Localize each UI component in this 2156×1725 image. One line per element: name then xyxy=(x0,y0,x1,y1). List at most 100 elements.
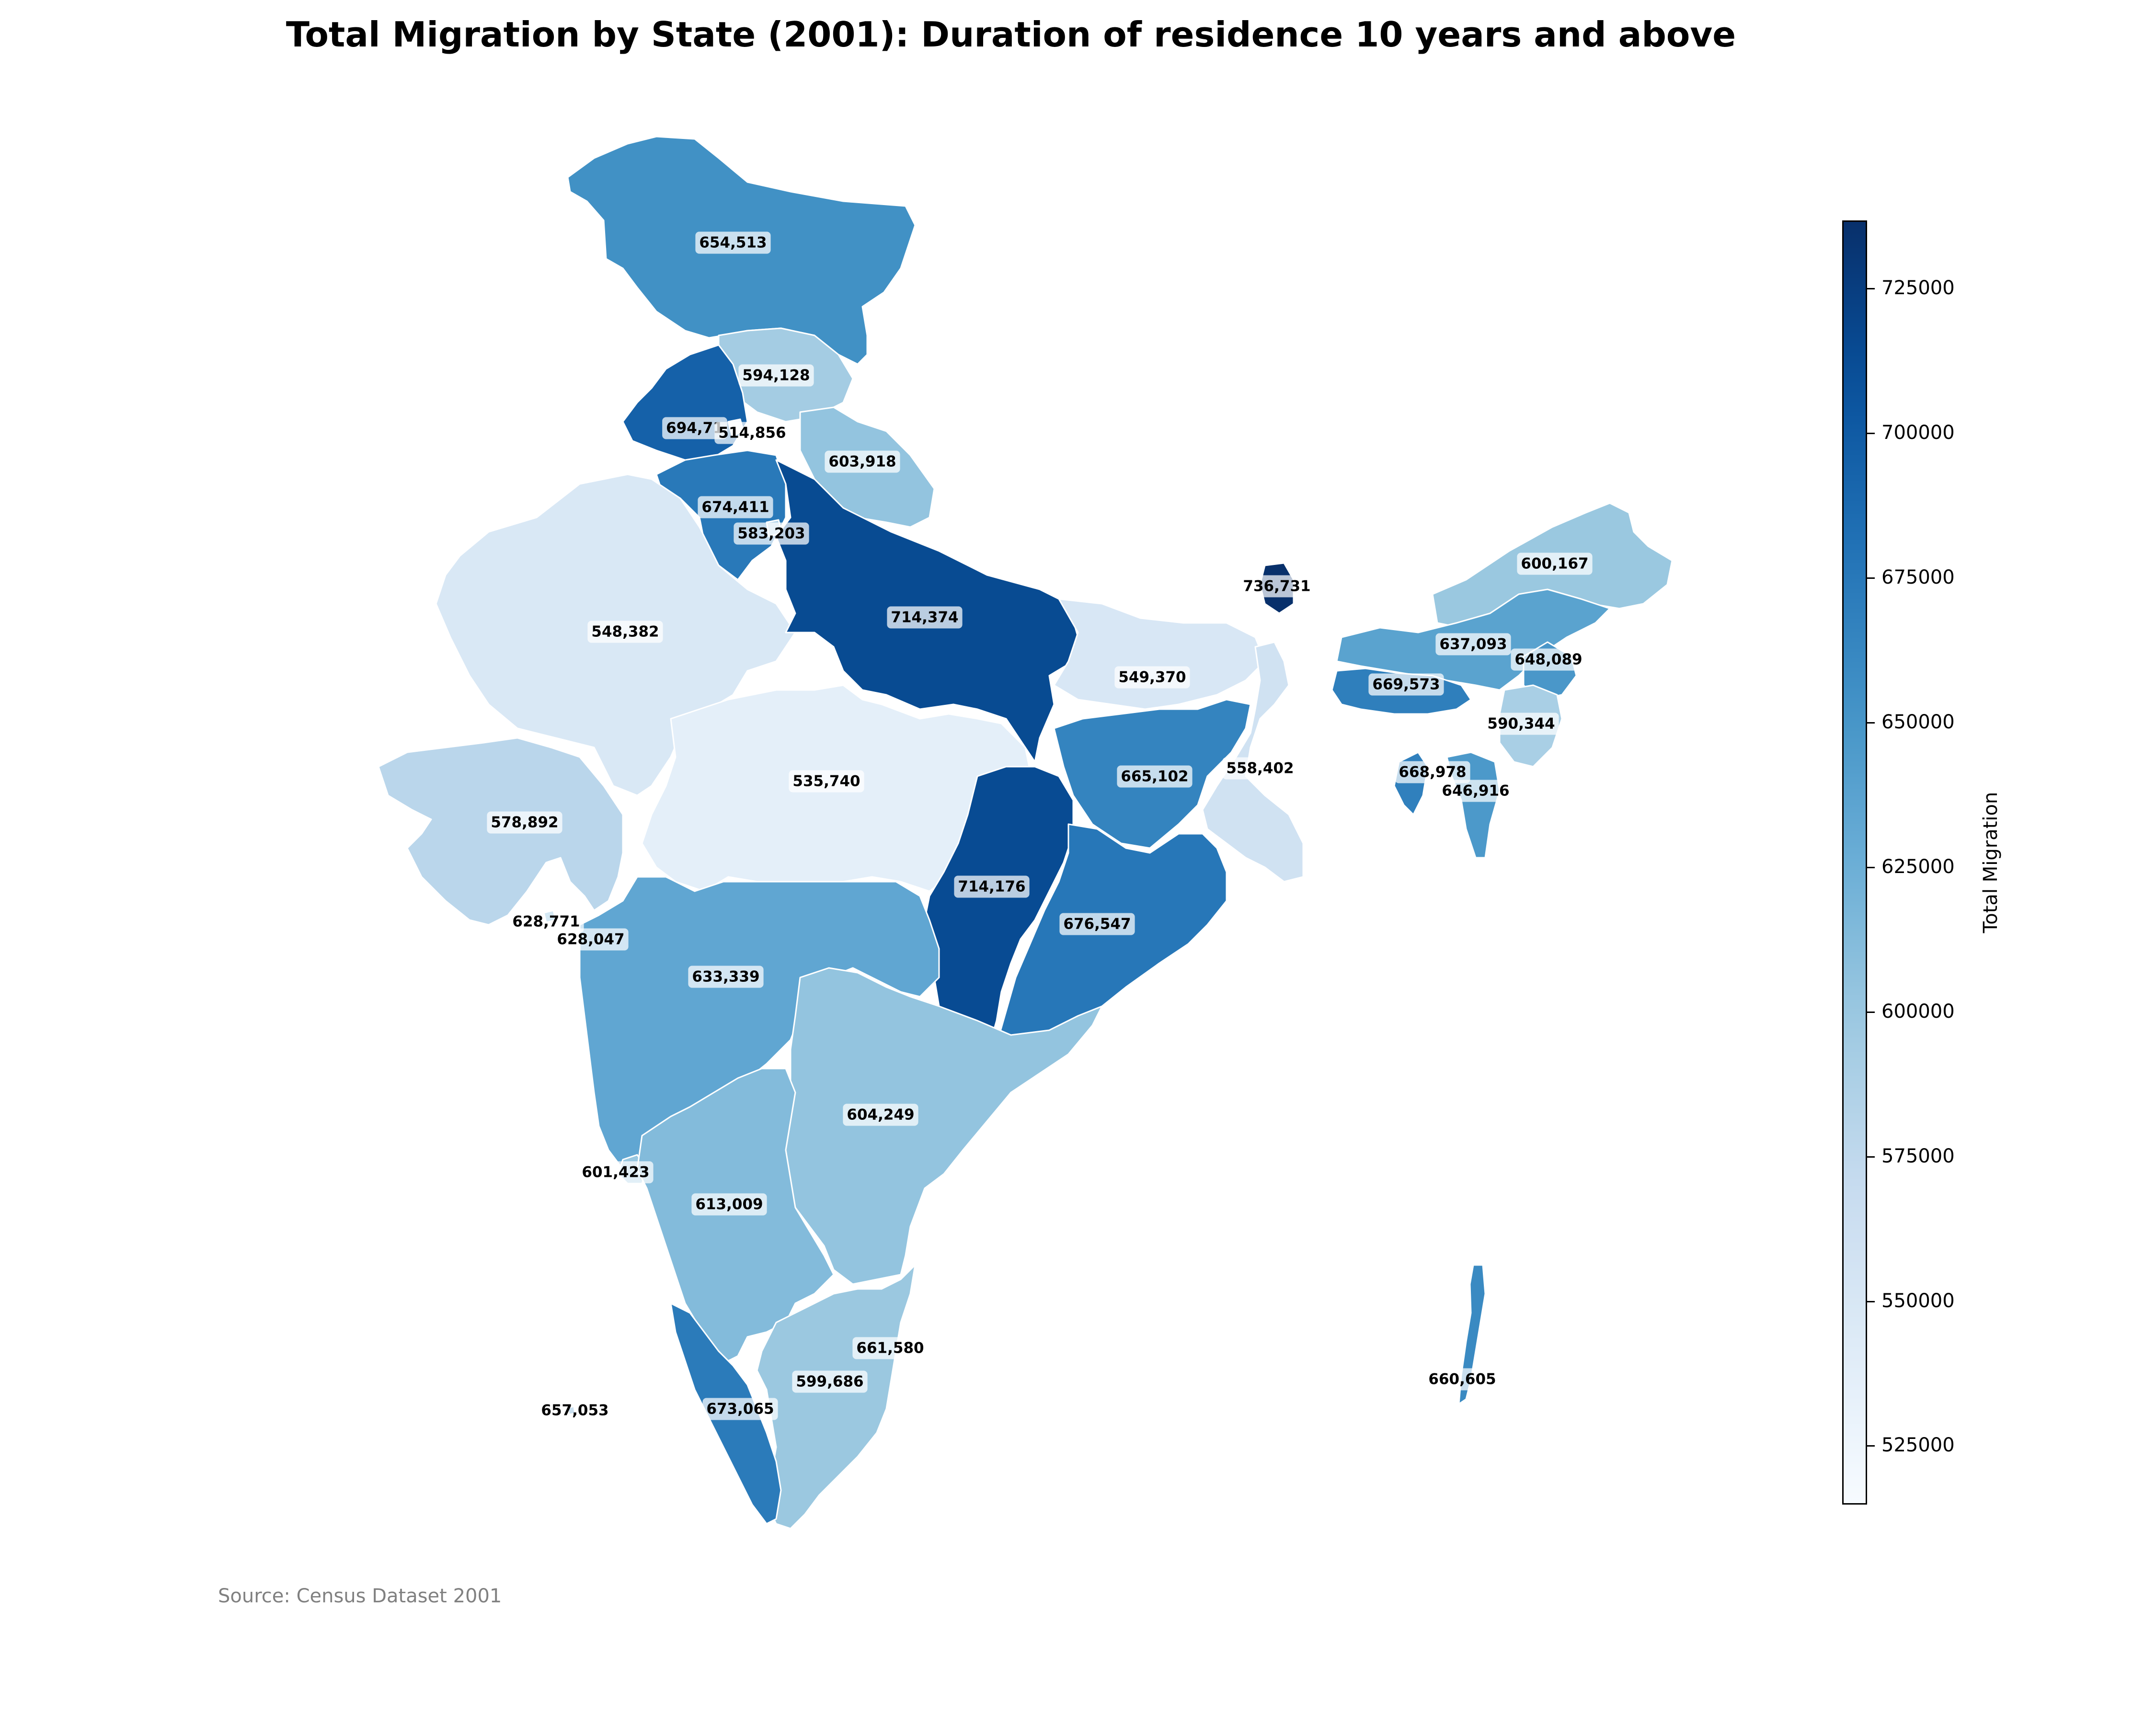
value-label-box xyxy=(1239,575,1315,598)
value-label-text: 637,093 xyxy=(1439,636,1507,653)
value-label-text: 633,339 xyxy=(692,968,759,986)
colorbar-tick-label: 725000 xyxy=(1881,276,1955,299)
value-label-text: 676,547 xyxy=(1063,916,1131,933)
value-label-text: 558,402 xyxy=(1226,760,1294,777)
value-label-himachal-pradesh: 594,128 xyxy=(738,364,814,387)
value-label-box xyxy=(738,364,814,387)
value-label-text: 599,686 xyxy=(796,1373,863,1391)
value-label-box xyxy=(487,811,562,834)
value-label-haryana: 674,411 xyxy=(698,496,773,518)
value-label-maharashtra: 633,339 xyxy=(688,966,764,988)
value-label-box xyxy=(587,621,663,643)
value-label-box xyxy=(714,422,790,444)
value-label-box xyxy=(1114,666,1190,689)
value-label-text: 549,370 xyxy=(1118,669,1186,686)
value-label-text: 603,918 xyxy=(828,453,896,471)
value-label-text: 514,856 xyxy=(718,425,786,442)
value-label-jharkhand: 665,102 xyxy=(1117,765,1193,788)
value-label-text: 665,102 xyxy=(1121,768,1188,785)
value-label-box xyxy=(702,1398,778,1420)
region-tamil-nadu xyxy=(756,1264,916,1530)
value-label-nagaland: 648,089 xyxy=(1511,648,1586,671)
value-label-box xyxy=(662,417,727,439)
value-label-goa: 601,423 xyxy=(578,1161,654,1184)
region-west-bengal xyxy=(1202,641,1304,883)
value-label-text: 646,916 xyxy=(1442,782,1509,800)
value-label-text: 628,047 xyxy=(557,931,624,948)
value-label-mizoram: 646,916 xyxy=(1438,780,1514,802)
value-label-text: 673,065 xyxy=(706,1401,774,1418)
value-label-odisha: 676,547 xyxy=(1059,913,1135,935)
colorbar-tick-mark xyxy=(1867,288,1875,289)
colorbar-tick-mark xyxy=(1867,1156,1875,1158)
colorbar-tick-mark xyxy=(1867,432,1875,434)
region-bihar xyxy=(1053,598,1266,710)
value-label-diu: 628,771 xyxy=(508,910,584,933)
value-label-text: 548,382 xyxy=(591,623,659,641)
colorbar-label: Total Migration xyxy=(1980,792,2002,933)
value-label-gujarat: 578,892 xyxy=(487,811,562,834)
value-label-text: 714,374 xyxy=(891,609,958,626)
colorbar-tick-mark xyxy=(1867,1300,1875,1302)
value-label-box xyxy=(1435,633,1511,656)
colorbar-tick-mark xyxy=(1867,577,1875,579)
value-label-tripura: 668,978 xyxy=(1395,761,1470,783)
value-label-text: 661,580 xyxy=(856,1340,924,1357)
value-label-box xyxy=(825,450,900,473)
value-label-box xyxy=(688,966,764,988)
value-label-box xyxy=(698,496,773,518)
value-label-bihar: 549,370 xyxy=(1114,666,1190,689)
value-label-tamil-nadu: 599,686 xyxy=(792,1370,868,1393)
colorbar-tick-label: 550000 xyxy=(1881,1289,1955,1312)
value-label-box xyxy=(508,910,584,933)
value-label-andaman-nicobar: 660,605 xyxy=(1424,1368,1500,1391)
value-label-uttar-pradesh: 714,374 xyxy=(887,606,963,629)
value-label-text: 669,573 xyxy=(1372,676,1440,693)
value-label-text: 583,203 xyxy=(737,525,805,542)
value-label-assam: 637,093 xyxy=(1435,633,1511,656)
value-label-text: 594,128 xyxy=(742,367,810,384)
colorbar-tick-mark xyxy=(1867,1011,1875,1013)
colorbar-tick-label: 625000 xyxy=(1881,855,1955,878)
value-label-box xyxy=(1438,780,1514,802)
value-label-meghalaya: 669,573 xyxy=(1368,673,1444,696)
value-label-text: 628,771 xyxy=(512,913,580,931)
colorbar-tick-label: 650000 xyxy=(1881,711,1955,733)
value-label-box xyxy=(1483,713,1559,735)
value-label-madhya-pradesh: 535,740 xyxy=(789,770,864,793)
value-label-text: 601,423 xyxy=(582,1164,649,1181)
value-label-text: 648,089 xyxy=(1514,651,1582,668)
value-label-uttarakhand: 603,918 xyxy=(825,450,900,473)
value-label-box xyxy=(1395,761,1470,783)
colorbar-tick-label: 700000 xyxy=(1881,421,1955,444)
value-label-text: 600,167 xyxy=(1521,555,1588,573)
value-label-text: 736,731 xyxy=(1243,578,1310,595)
value-label-text: 674,411 xyxy=(701,499,769,516)
colorbar-tick-label: 525000 xyxy=(1881,1434,1955,1457)
value-label-box xyxy=(954,875,1030,898)
value-label-puducherry: 661,580 xyxy=(852,1337,928,1359)
value-label-box xyxy=(578,1161,654,1184)
value-label-karnataka: 613,009 xyxy=(691,1193,767,1216)
colorbar xyxy=(1842,220,1867,1505)
value-label-chhattisgarh: 714,176 xyxy=(954,875,1030,898)
value-label-telangana-andhra: 604,249 xyxy=(843,1104,918,1126)
value-label-manipur: 590,344 xyxy=(1483,713,1559,735)
value-label-text: 590,344 xyxy=(1487,715,1555,733)
value-label-jammu-kashmir: 654,513 xyxy=(695,231,771,254)
value-label-text: 535,740 xyxy=(792,773,860,790)
colorbar-tick-mark xyxy=(1867,866,1875,868)
value-label-punjab: 694,71 xyxy=(662,417,727,439)
value-label-text: 714,176 xyxy=(958,878,1025,896)
value-label-arunachal-pradesh: 600,167 xyxy=(1517,552,1593,575)
colorbar-tick-label: 675000 xyxy=(1881,566,1955,588)
region-odisha xyxy=(996,823,1227,1050)
region-maharashtra xyxy=(579,876,940,1170)
value-label-text: 660,605 xyxy=(1428,1371,1496,1388)
value-label-box xyxy=(695,231,771,254)
value-label-box xyxy=(553,928,629,951)
value-label-west-bengal: 558,402 xyxy=(1222,757,1298,780)
value-label-box xyxy=(1368,673,1444,696)
map-title: Total Migration by State (2001): Duratio… xyxy=(286,14,1736,55)
